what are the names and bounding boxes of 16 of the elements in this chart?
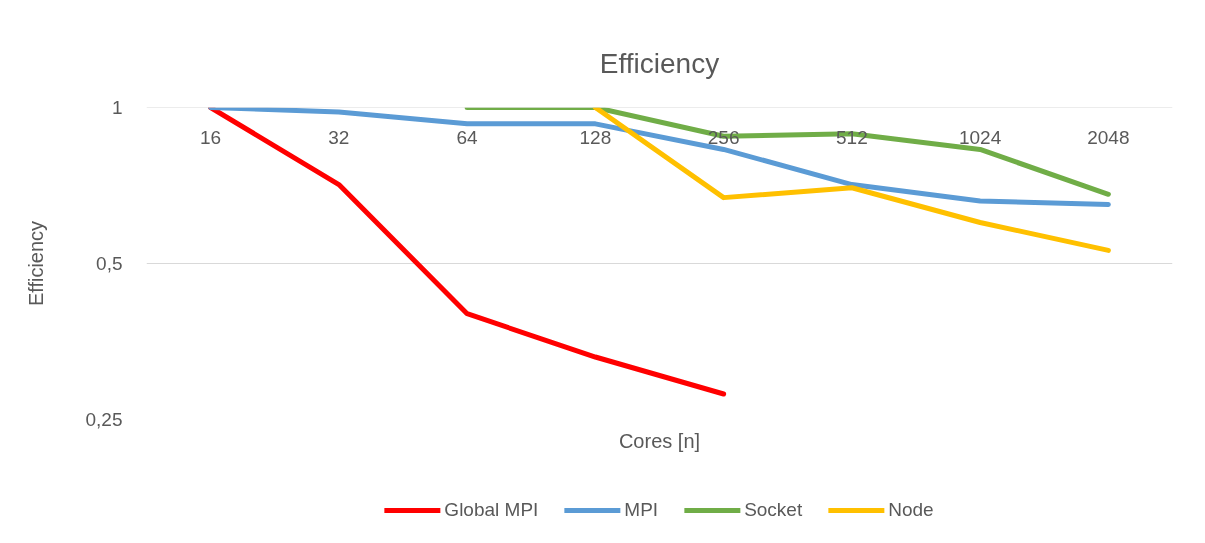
y-axis-title: Efficiency [24, 220, 47, 307]
x-tick-label: 128 [579, 126, 612, 148]
y-tick-label: 1 [111, 97, 123, 118]
y-tick-label: 0,5 [96, 253, 123, 274]
x-tick-label: 1024 [958, 126, 1002, 148]
legend-label: MPI [624, 498, 659, 521]
y-tick-label: 0,25 [85, 409, 123, 430]
legend-label: Global MPI [444, 498, 539, 521]
x-tick-label: 2048 [1087, 126, 1130, 148]
legend-label: Node [888, 498, 934, 521]
x-tick-label: 16 [200, 126, 222, 148]
x-tick-label: 64 [456, 126, 479, 148]
x-tick-label: 32 [328, 126, 350, 148]
chart-title: Efficiency [599, 47, 720, 79]
legend-label: Socket [744, 498, 803, 521]
x-axis-title: Cores [n] [618, 429, 701, 452]
